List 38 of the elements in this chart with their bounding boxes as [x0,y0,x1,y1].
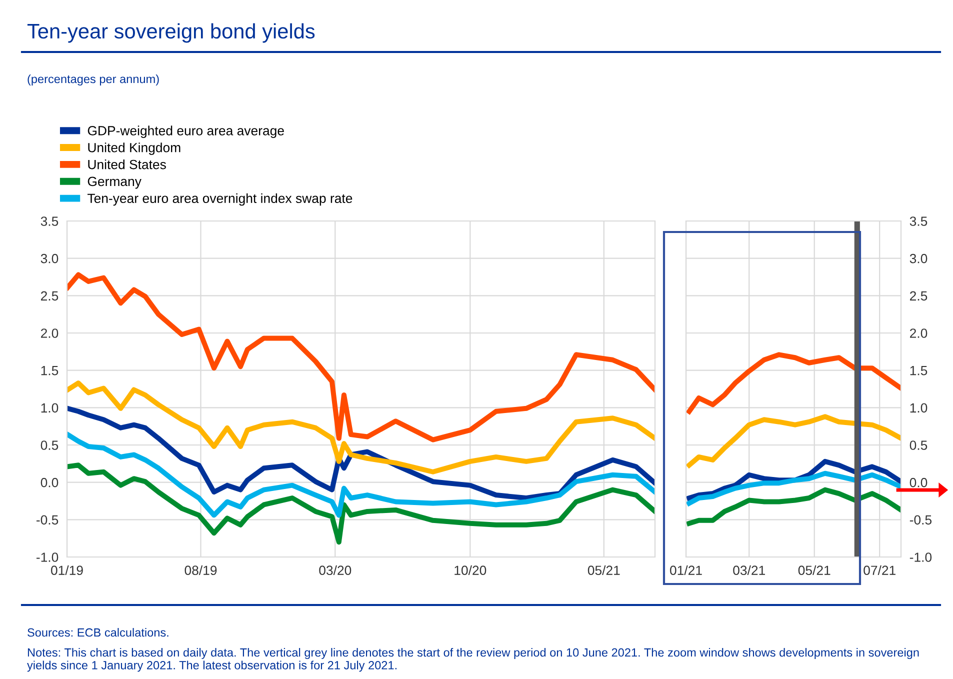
y-tick-label: -1.0 [36,552,58,562]
y-tick-label: 3.0 [910,254,928,264]
text: Notes: This chart is based on daily data. The vertical grey line denotes the start of the review period on 10 June 2021. The zoom window shows developments in sovereign yields since 1 January 2021. The latest observation is for 21 July 2021. [27,648,919,672]
legend-label: GDP-weighted euro area average [88,126,284,138]
y-tick-label: 3.0 [40,254,58,264]
chart-subtitle: (percentages per annum) [28,74,159,86]
y-tick-label: 3.5 [40,216,58,226]
legend-label: Ten-year euro area overnight index swap rate [88,193,352,206]
source-note: Sources: ECB calculations. [28,628,168,637]
legend-label: Germany [88,176,142,189]
y-tick-label: 1.5 [910,366,928,376]
x-tick-label: 01/19 [51,565,83,576]
y-tick-label: 0.5 [40,440,58,450]
y-tick-label: -0.5 [36,515,58,525]
y-tick-label: -0.5 [910,515,932,525]
y-tick-label: 1.0 [910,403,928,413]
y-tick-label: 2.5 [910,291,928,301]
x-tick-label: 05/21 [798,565,830,576]
x-tick-label: 07/21 [864,565,896,576]
legend-label: United Kingdom [88,142,180,155]
y-tick-label: 1.0 [41,403,58,413]
y-tick-label: 1.5 [41,366,58,376]
y-tick-label: 0.5 [910,440,928,450]
chart-title: Ten-year sovereign bond yields [27,23,315,43]
x-tick-label: 10/20 [454,565,486,576]
y-tick-label: 3.5 [910,216,928,226]
y-tick-label: 2.0 [910,328,928,338]
y-tick-label: 0.0 [910,478,928,488]
x-tick-label: 01/21 [670,565,702,576]
y-tick-label: 2.0 [40,328,58,338]
legend-label: United States [88,160,166,170]
x-tick-label: 03/20 [319,565,352,576]
y-tick-label: 0.0 [40,478,58,488]
x-tick-label: 05/21 [588,565,620,576]
x-tick-label: 03/21 [733,565,765,576]
x-tick-label: 08/19 [184,565,217,576]
y-tick-label: -1.0 [910,552,932,562]
y-tick-label: 2.5 [40,291,58,301]
